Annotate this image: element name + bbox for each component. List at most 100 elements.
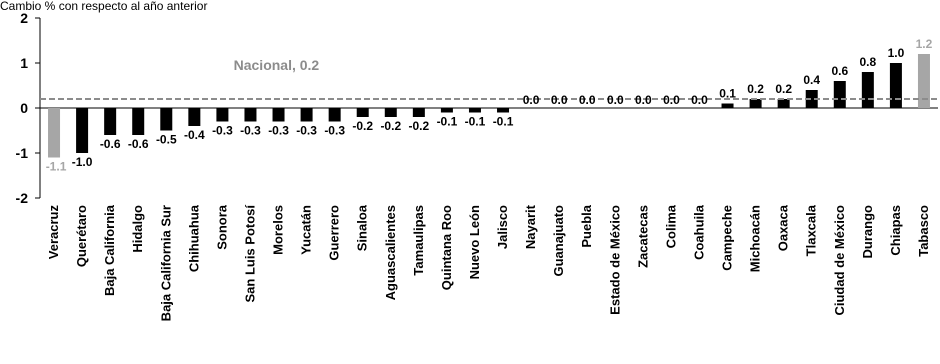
x-tick-label: Zacatecas — [635, 205, 650, 268]
y-tick-label: 1 — [20, 55, 28, 71]
data-label: -0.1 — [465, 115, 486, 129]
data-label: 1.0 — [888, 46, 905, 60]
bar — [917, 54, 930, 108]
data-label: 0.4 — [803, 73, 820, 87]
bar — [861, 72, 874, 108]
bar — [468, 108, 481, 113]
data-label: -0.3 — [212, 124, 233, 138]
x-tick-label: Nuevo León — [467, 205, 482, 279]
data-label: -0.4 — [184, 128, 205, 142]
y-tick-label: 0 — [20, 100, 28, 116]
data-label: -0.3 — [324, 124, 345, 138]
y-tick-label: -1 — [16, 145, 29, 161]
bar — [216, 108, 229, 122]
x-tick-label: Aguascalientes — [383, 205, 398, 300]
data-label: 1.2 — [916, 37, 933, 51]
y-tick-label: -2 — [16, 190, 29, 206]
data-label: -0.1 — [437, 115, 458, 129]
x-tick-label: Guerrero — [327, 205, 342, 261]
x-tick-label: Baja California Sur — [158, 205, 173, 321]
x-tick-label: Chiapas — [888, 205, 903, 256]
data-label: 0.0 — [691, 93, 708, 107]
x-tick-label: Sonora — [214, 204, 229, 250]
y-tick-label: 2 — [20, 10, 28, 26]
bar — [272, 108, 285, 122]
bar — [805, 90, 818, 108]
bar — [721, 103, 734, 108]
x-tick-label: Coahuila — [691, 204, 706, 260]
data-label: -0.1 — [493, 115, 514, 129]
x-axis-labels: Veracruz Querétaro Baja California Hidalgo B… — [46, 204, 931, 321]
bar — [889, 63, 902, 108]
x-tick-label: Tamaulipas — [411, 205, 426, 276]
x-tick-label: Sinaloa — [355, 204, 370, 251]
data-label: 0.0 — [635, 93, 652, 107]
x-tick-label: Querétaro — [74, 205, 89, 267]
bar — [777, 99, 790, 108]
data-label: 0.6 — [831, 64, 848, 78]
bar — [412, 108, 425, 117]
data-label: 0.0 — [523, 93, 540, 107]
x-tick-label: San Luis Potosí — [242, 205, 257, 303]
bar — [188, 108, 201, 126]
x-tick-label: Guanajuato — [551, 205, 566, 277]
x-tick-label: Colima — [663, 204, 678, 248]
x-tick-label: Oaxaca — [776, 204, 791, 251]
bar — [833, 81, 846, 108]
x-tick-label: Veracruz — [46, 205, 61, 260]
x-tick-label: Puebla — [579, 204, 594, 247]
data-labels: -1.1 -1.0 -0.6 -0.6 -0.5 -0.4 -0.3 -0.3 -0.3 -0.3… — [46, 37, 933, 174]
x-tick-label: Quintana Roo — [439, 205, 454, 290]
bar — [384, 108, 397, 117]
x-tick-label: Tlaxcala — [804, 204, 819, 256]
x-tick-label: Chihuahua — [186, 204, 201, 272]
data-label: -0.2 — [352, 119, 373, 133]
data-label: 0.8 — [860, 55, 877, 69]
bar — [356, 108, 369, 117]
bar — [160, 108, 173, 131]
x-tick-label: Estado de México — [607, 205, 622, 315]
bar — [132, 108, 145, 135]
data-label: 0.0 — [551, 93, 568, 107]
data-label: 0.0 — [579, 93, 596, 107]
x-tick-label: Tabasco — [916, 205, 931, 257]
reference-line-label: Nacional, 0.2 — [234, 57, 320, 73]
data-label: -0.5 — [156, 133, 177, 147]
data-label: -0.3 — [296, 124, 317, 138]
x-tick-label: Durango — [860, 205, 875, 259]
x-tick-label: Michoacán — [748, 205, 763, 272]
bar — [440, 108, 453, 113]
x-tick-label: Ciudad de México — [832, 205, 847, 316]
bar — [497, 108, 510, 113]
data-label: -0.3 — [240, 124, 261, 138]
bar — [300, 108, 313, 122]
bars — [48, 54, 930, 158]
data-label: -0.2 — [409, 119, 430, 133]
data-label: -0.3 — [268, 124, 289, 138]
x-tick-label: Yucatán — [299, 205, 314, 255]
x-tick-label: Morelos — [271, 205, 286, 255]
data-label: -0.6 — [100, 137, 121, 151]
x-tick-label: Hidalgo — [130, 205, 145, 253]
data-label: -0.2 — [380, 119, 401, 133]
bar — [48, 108, 61, 158]
data-label: -0.6 — [128, 137, 149, 151]
bar — [104, 108, 117, 135]
bar — [328, 108, 341, 122]
data-label: 0.0 — [663, 93, 680, 107]
data-label: 0.2 — [775, 82, 792, 96]
data-label: -1.1 — [46, 160, 67, 174]
reference-line-group: Nacional, 0.2 — [40, 57, 938, 100]
chart-subtitle: Cambio % con respecto al año anterior — [0, 0, 207, 13]
x-tick-label: Jalisco — [495, 205, 510, 249]
data-label: -1.0 — [72, 155, 93, 169]
x-tick-label: Campeche — [720, 205, 735, 271]
bar — [76, 108, 89, 153]
bar — [244, 108, 257, 122]
x-tick-label: Nayarit — [523, 204, 538, 249]
data-label: 0.1 — [719, 87, 736, 101]
bar — [749, 99, 762, 108]
x-tick-label: Baja California — [102, 204, 117, 296]
data-label: 0.2 — [747, 82, 764, 96]
